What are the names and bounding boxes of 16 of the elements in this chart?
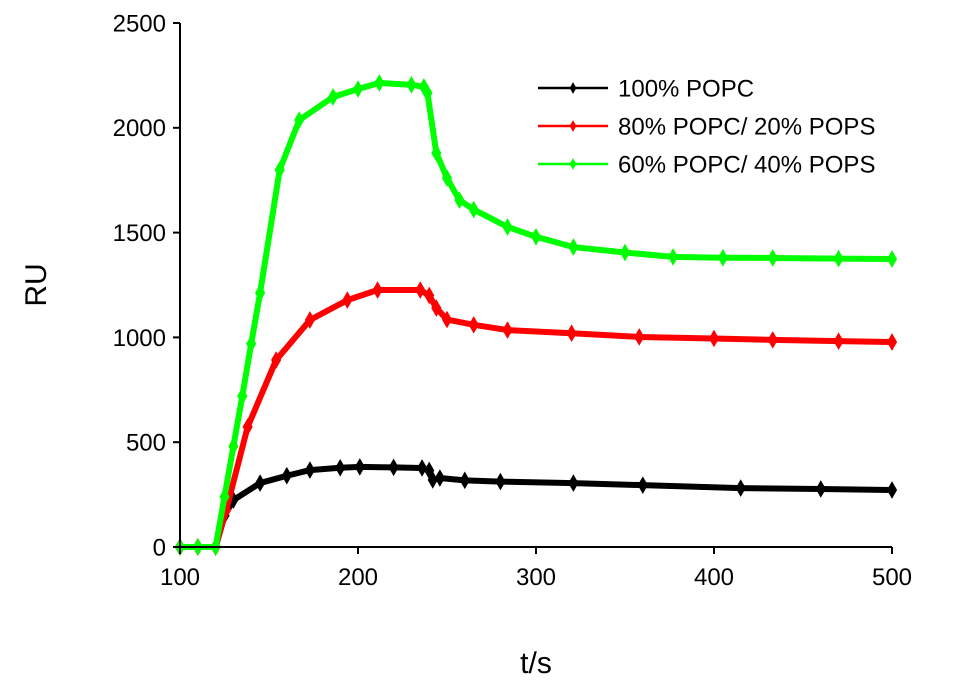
y-tick-label: 1000 [112,324,166,352]
x-tick-label: 500 [872,564,912,591]
y-axis-title: RU [20,263,53,307]
y-tick-label: 2500 [112,10,166,38]
x-tick-label: 400 [694,564,734,591]
y-tick-label: 2000 [112,115,166,142]
y-tick-label: 1500 [112,220,166,247]
legend-label: 80% POPC/ 20% POPS [618,113,876,140]
x-tick-label: 100 [160,564,200,591]
legend-label: 60% POPC/ 40% POPS [618,151,876,178]
y-tick-label: 500 [126,430,166,457]
x-axis-title: t/s [520,647,552,680]
x-tick-label: 200 [338,564,378,591]
y-tick-label: 0 [152,534,166,562]
x-tick-label: 300 [516,564,556,591]
legend-label: 100% POPC [618,75,754,102]
